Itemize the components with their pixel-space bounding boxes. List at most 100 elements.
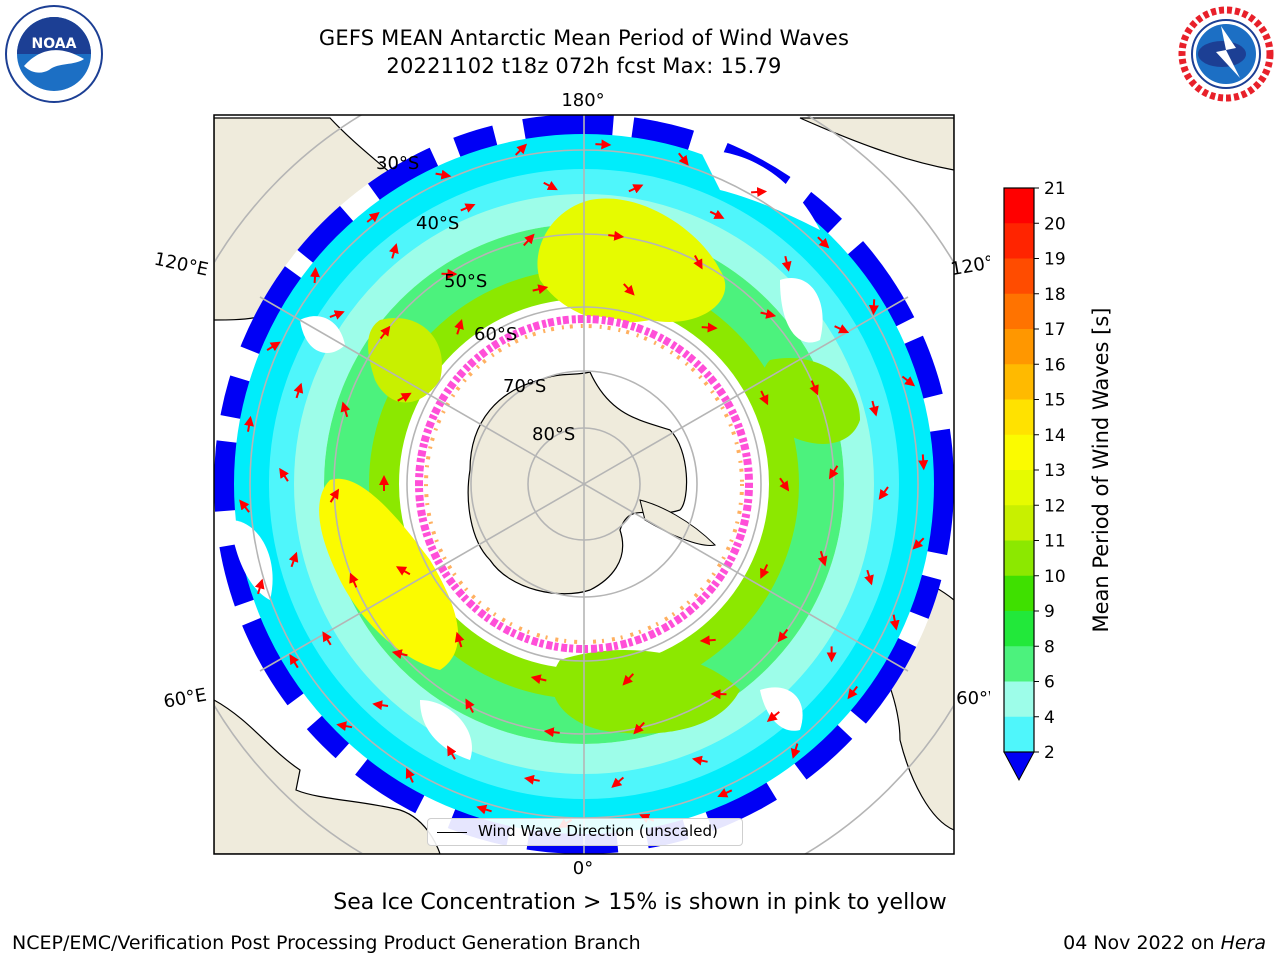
colorbar-tick-label: 13 bbox=[1044, 461, 1066, 481]
wind-wave-arrow bbox=[717, 788, 733, 798]
wind-wave-arrow bbox=[532, 284, 549, 295]
colorbar-tick-label: 10 bbox=[1044, 567, 1066, 587]
wind-wave-arrow bbox=[790, 743, 801, 759]
graticule bbox=[214, 115, 954, 854]
wind-wave-arrow bbox=[623, 283, 635, 296]
lat-label-40s: 40°S bbox=[416, 213, 459, 234]
wind-wave-arrow bbox=[349, 572, 359, 588]
wind-wave-arrow bbox=[391, 649, 408, 659]
wind-wave-arrow bbox=[693, 255, 703, 270]
colorbar-tick-label: 8 bbox=[1044, 637, 1055, 657]
colorbar: 21 20 19 18 17 16 15 14 13 12 11 10 9 8 6 4 2 Mean Period… bbox=[1003, 179, 1113, 782]
wind-wave-arrow bbox=[523, 233, 535, 247]
colorbar-segment bbox=[1004, 505, 1034, 541]
colorbar-segment bbox=[1004, 611, 1034, 647]
wind-wave-arrow bbox=[901, 375, 916, 387]
wind-wave-arrow bbox=[309, 267, 320, 284]
noaa-logo-icon: NOAA bbox=[5, 5, 103, 103]
wind-wave-arrow bbox=[329, 488, 340, 503]
wind-wave-arrow bbox=[465, 698, 475, 713]
wind-wave-arrow bbox=[611, 776, 625, 788]
wind-wave-arrow bbox=[709, 209, 725, 219]
chart-title: GEFS MEAN Antarctic Mean Period of Wind … bbox=[318, 26, 850, 50]
map-border bbox=[213, 114, 955, 855]
lon-label-0: 0° bbox=[573, 858, 593, 879]
legend-line-sample bbox=[437, 832, 467, 833]
lon-label-120e: 120°E bbox=[152, 249, 210, 281]
wind-wave-arrow bbox=[817, 236, 830, 249]
wind-wave-arrow bbox=[288, 551, 299, 568]
wind-wave-arrow bbox=[760, 309, 777, 319]
wind-wave-arrow bbox=[266, 341, 281, 352]
colorbar-tick-label: 17 bbox=[1044, 320, 1066, 340]
colorbar-segment bbox=[1004, 434, 1034, 471]
colorbar-tick-label: 16 bbox=[1044, 355, 1066, 375]
wind-wave-arrow bbox=[766, 711, 780, 722]
colorbar-tick-label: 21 bbox=[1044, 179, 1066, 199]
lon-label-180: 180° bbox=[561, 90, 604, 111]
wind-wave-arrow bbox=[395, 566, 411, 576]
colorbar-segment bbox=[1004, 399, 1034, 436]
colorbar-tick-label: 2 bbox=[1044, 743, 1055, 763]
colorbar-segment bbox=[1004, 329, 1034, 365]
wind-wave-arrow bbox=[781, 255, 792, 272]
wind-wave-arrow bbox=[868, 299, 879, 316]
colorbar-tick-label: 6 bbox=[1044, 673, 1055, 693]
wind-wave-arrow bbox=[912, 537, 925, 550]
wind-wave-arrow bbox=[595, 139, 612, 150]
wind-wave-arrow bbox=[828, 465, 839, 480]
wind-wave-arrow bbox=[817, 550, 828, 567]
wind-wave-arrow bbox=[329, 310, 345, 320]
colorbar-label: Mean Period of Wind Waves [s] bbox=[1089, 308, 1113, 633]
lon-label-60e: 60°E bbox=[162, 684, 208, 712]
wind-wave-arrow bbox=[628, 184, 644, 194]
wind-wave-arrow bbox=[514, 143, 528, 156]
legend-label: Wind Wave Direction (unscaled) bbox=[478, 822, 718, 840]
wind-wave-arrow bbox=[244, 415, 254, 432]
footer-credit: NCEP/EMC/Verification Post Processing Pr… bbox=[12, 932, 641, 954]
wind-wave-arrow bbox=[379, 325, 391, 340]
colorbar-segment bbox=[1004, 258, 1034, 295]
lon-label-120w: 120°W bbox=[949, 249, 990, 280]
wind-wave-arrow bbox=[878, 486, 889, 500]
wind-wave-arrow bbox=[864, 569, 874, 586]
wind-wave-arrow bbox=[476, 804, 492, 815]
colorbar-segment bbox=[1004, 223, 1034, 259]
svg-text:NOAA: NOAA bbox=[32, 36, 77, 52]
wind-wave-arrow bbox=[543, 181, 558, 191]
wind-wave-arrow bbox=[322, 631, 332, 646]
wind-wave-arrow bbox=[447, 745, 457, 760]
wind-wave-arrow bbox=[834, 324, 850, 334]
footer-date-text: 04 Nov 2022 on bbox=[1063, 932, 1221, 954]
wind-wave-arrow bbox=[293, 382, 304, 399]
wind-wave-arrow bbox=[760, 564, 770, 579]
chart-subtitle: 20221102 t18z 072h fcst Max: 15.79 bbox=[386, 54, 782, 78]
wind-wave-arrow bbox=[405, 767, 415, 783]
polar-map: 180° 120°E 120°W 60°E 60°W 0° 30°S 40°S … bbox=[152, 90, 990, 879]
lat-label-30s: 30°S bbox=[376, 153, 419, 174]
wind-wave-arrow bbox=[389, 243, 399, 259]
colorbar-tick-label: 19 bbox=[1044, 250, 1066, 270]
wind-wave-arrow bbox=[289, 653, 299, 669]
wind-wave-arrow bbox=[699, 635, 716, 646]
colorbar-tick-label: 12 bbox=[1044, 496, 1066, 516]
wind-wave-arrow bbox=[608, 230, 625, 241]
wind-wave-arrow bbox=[809, 380, 819, 396]
wind-wave-arrow bbox=[523, 774, 540, 785]
wind-wave-arrow bbox=[454, 631, 465, 648]
colorbar-tick-label: 4 bbox=[1044, 708, 1055, 728]
wind-wave-arrow bbox=[777, 628, 789, 643]
colorbar-tick-label: 14 bbox=[1044, 426, 1066, 446]
wind-wave-arrow bbox=[779, 477, 790, 492]
wind-wave-arrow bbox=[918, 454, 929, 471]
lat-label-80s: 80°S bbox=[532, 424, 575, 445]
wind-wave-arrows bbox=[239, 139, 929, 829]
lon-label-60w: 60°W bbox=[956, 688, 990, 709]
map-legend: Wind Wave Direction (unscaled) bbox=[427, 818, 743, 846]
wind-wave-arrow bbox=[372, 700, 389, 711]
colorbar-segment bbox=[1004, 716, 1034, 753]
wind-wave-arrow bbox=[869, 400, 879, 417]
colorbar-segment bbox=[1004, 188, 1034, 224]
colorbar-tick-label: 9 bbox=[1044, 602, 1055, 622]
wind-wave-arrow bbox=[279, 467, 289, 482]
